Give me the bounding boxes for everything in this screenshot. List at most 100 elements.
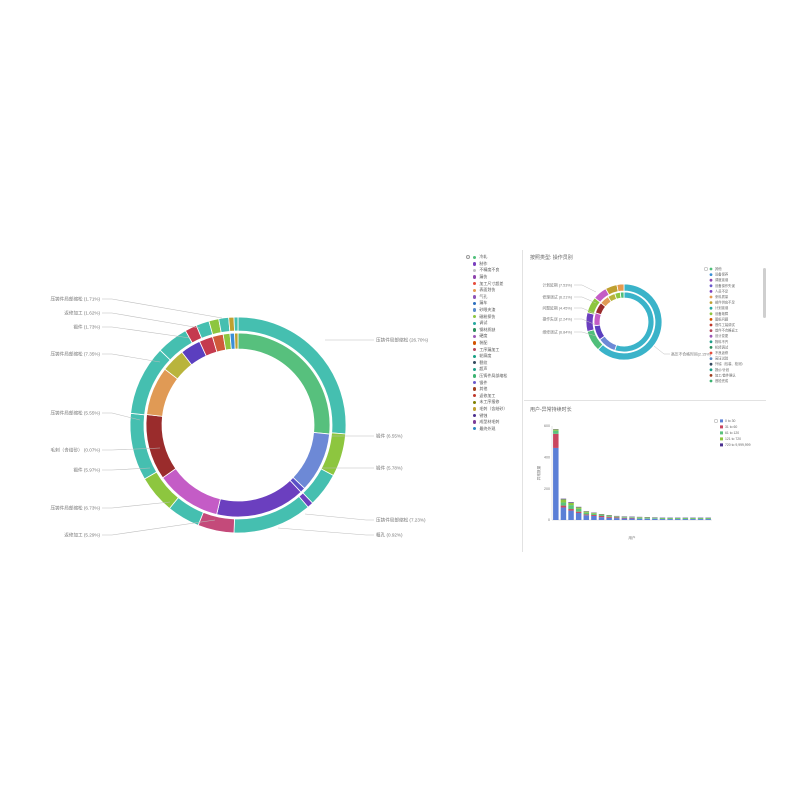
legend-item[interactable]: 压铸件局部缩松	[466, 373, 524, 380]
legend-item[interactable]: 磁粉探伤	[466, 313, 524, 320]
y-axis-label: 异常数量	[536, 465, 541, 480]
bar-segment	[644, 518, 650, 520]
legend-item[interactable]: 毛刺（含结砂）	[466, 406, 524, 413]
bar-segment	[591, 514, 597, 516]
legend-item[interactable]: 调试	[466, 320, 524, 327]
callout-line	[304, 513, 374, 521]
legend-item[interactable]: 锈蚀	[466, 412, 524, 419]
legend-item[interactable]: 制作	[466, 261, 524, 268]
legend-swatch	[709, 374, 713, 377]
callout-label: 修理调试 (6.21%)	[542, 295, 572, 300]
callout-label: 返修加工 (1.62%)	[64, 310, 100, 317]
legend-label: 钢材质缺	[479, 326, 496, 332]
legend-swatch	[473, 334, 477, 339]
legend-item[interactable]: 砂眼夹渣	[466, 307, 524, 314]
legend-scrollbar[interactable]	[763, 268, 766, 318]
legend-label: 成型材毛刺	[479, 419, 500, 425]
legend-toggle-icon	[703, 266, 709, 272]
bar-segment	[553, 430, 559, 434]
callout-label: 毛刺（含结砂） (0.07%)	[50, 447, 100, 454]
bar-segment	[636, 517, 643, 519]
legend-swatch	[473, 354, 477, 358]
legend-item[interactable]: 钢材质缺	[466, 327, 524, 334]
bar-segment	[629, 518, 635, 520]
bar-segment	[667, 519, 673, 520]
main-legend: 冷轧 制作 不精度不良 漏伤 加工尺寸超差 表面划伤 气孔 漏车 砂眼夹渣 磁粉探伤 调试 钢材质缺硬…	[466, 254, 524, 454]
legend-item[interactable]: 加工尺寸超差	[466, 280, 524, 287]
legend-item[interactable]: 工序漏加工	[466, 346, 524, 353]
bar-segment	[636, 518, 643, 520]
callout-line	[574, 318, 597, 326]
legend-swatch	[473, 328, 477, 332]
inner-ring-slice	[234, 332, 239, 350]
legend-item[interactable]: 漏伤	[466, 274, 524, 281]
bar-segment	[568, 509, 574, 511]
legend-toggle-icon[interactable]	[466, 255, 470, 260]
callout-line	[574, 331, 597, 337]
callout-line	[277, 527, 374, 536]
outer-ring-slice	[233, 316, 239, 332]
legend-label: 未工序报修	[479, 399, 500, 405]
legend-item[interactable]: 气孔	[466, 294, 524, 301]
legend-toggle-row[interactable]: 冷轧	[466, 254, 524, 261]
legend-item[interactable]: 超声	[466, 366, 524, 373]
x-axis-label: 用户	[628, 535, 636, 540]
callout-line	[102, 447, 161, 451]
bar-segment	[553, 447, 559, 520]
legend-swatch	[473, 301, 477, 306]
bar-segment	[606, 516, 612, 518]
bar-segment	[674, 518, 681, 520]
y-tick-label: 200	[544, 487, 550, 491]
legend-label: 轮廓度	[479, 353, 492, 359]
legend-item[interactable]: 未工序报修	[466, 399, 524, 406]
legend-swatch	[720, 419, 723, 423]
callout-label: 锻件 (5.97%)	[73, 467, 100, 474]
bar-segment	[568, 505, 574, 510]
legend-label: 首件工装调试	[715, 322, 735, 327]
legend-item[interactable]: 返修加工	[466, 392, 524, 399]
legend-label: 计划延误	[715, 305, 729, 310]
legend-swatch	[709, 267, 713, 271]
callout-line	[102, 312, 201, 329]
legend-label: 0 to 30	[725, 419, 735, 423]
panel-divider	[524, 400, 766, 401]
bar-segment	[606, 516, 612, 517]
y-tick-label: 0	[548, 518, 550, 522]
legend-item[interactable]: 表面划伤	[466, 287, 524, 294]
legend-label: 调度延误	[715, 277, 729, 282]
small-donut-chart: 计划延期 (7.53%) 修理调试 (6.21%) 问题延期 (4.45%) 操作失误…	[542, 266, 745, 383]
legend-swatch	[720, 431, 723, 435]
legend-label: 其他	[715, 266, 722, 271]
callout-line	[102, 501, 171, 509]
callout-label: 压铸件局部缩松 (26.70%)	[376, 337, 429, 344]
legend-item[interactable]: 轮廓度	[466, 353, 524, 360]
callout-label: 维修调试 (6.84%)	[542, 330, 572, 335]
bottom-right-panel: 用户-异常持续时长 0 200 400 600 异常数量 用户 0 to 30 31 to 6…	[524, 402, 766, 552]
legend-label: 锈蚀	[479, 412, 488, 418]
legend-swatch	[709, 301, 713, 304]
callout-label: 压铸件局部缩松 (5.55%)	[50, 410, 100, 417]
legend-item[interactable]: 漏车	[466, 300, 524, 307]
bar-segment	[591, 512, 597, 514]
legend-item[interactable]: 锻件	[466, 379, 524, 386]
bar-segment	[560, 499, 567, 503]
legend-label: 调试	[479, 320, 488, 326]
legend-label: 外協（包装、检测）	[715, 361, 745, 366]
y-tick-label: 400	[544, 456, 550, 460]
legend-label: 人员不足	[715, 289, 729, 293]
legend-item[interactable]: 成型材毛刺	[466, 419, 524, 426]
bar-segment	[644, 517, 650, 519]
legend-item[interactable]: 其他	[466, 386, 524, 393]
bar-segment	[568, 510, 574, 520]
legend-item[interactable]: 装配	[466, 340, 524, 347]
legend-item[interactable]: 硬度	[466, 333, 524, 340]
callout-line	[102, 326, 191, 339]
legend-label: 工序漏加工	[479, 346, 500, 352]
legend-item[interactable]: 不精度不良	[466, 267, 524, 274]
legend-swatch	[473, 413, 477, 418]
legend-label: 砂眼夹渣	[479, 307, 496, 313]
legend-item[interactable]: 裂纹	[466, 360, 524, 367]
legend-item[interactable]: 最终外观	[466, 425, 524, 432]
legend-swatch	[473, 374, 477, 378]
